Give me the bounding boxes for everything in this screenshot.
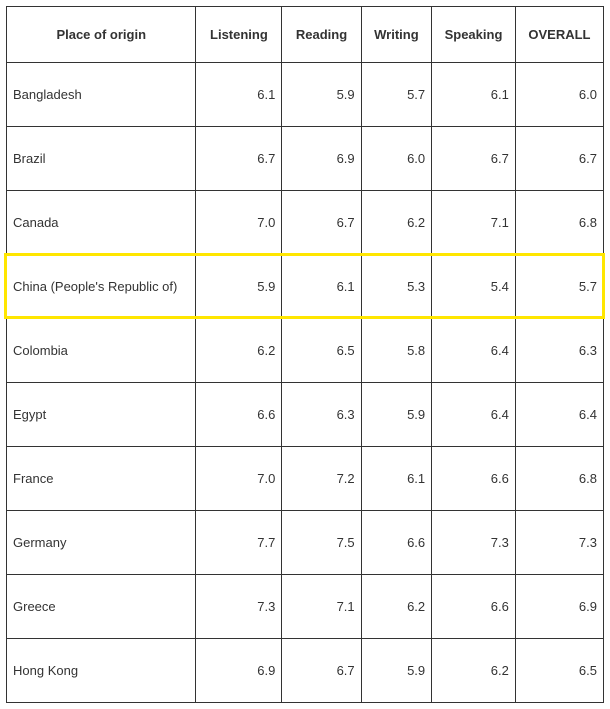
cell-place: Egypt [7,383,196,447]
cell-reading: 7.1 [282,575,361,639]
cell-place: Hong Kong [7,639,196,703]
table-row: Greece7.37.16.26.66.9 [7,575,604,639]
cell-overall: 6.7 [515,127,603,191]
cell-place: Bangladesh [7,63,196,127]
cell-place: Colombia [7,319,196,383]
cell-overall: 6.3 [515,319,603,383]
col-header-listening: Listening [196,7,282,63]
table-body: Bangladesh6.15.95.76.16.0Brazil6.76.96.0… [7,63,604,703]
cell-speaking: 6.4 [432,383,516,447]
cell-writing: 6.2 [361,575,431,639]
col-header-reading: Reading [282,7,361,63]
cell-speaking: 6.1 [432,63,516,127]
cell-overall: 7.3 [515,511,603,575]
cell-speaking: 5.4 [432,255,516,319]
cell-overall: 6.5 [515,639,603,703]
cell-speaking: 6.7 [432,127,516,191]
cell-writing: 6.6 [361,511,431,575]
cell-listening: 6.1 [196,63,282,127]
cell-place: Canada [7,191,196,255]
cell-overall: 6.8 [515,191,603,255]
cell-overall: 5.7 [515,255,603,319]
table-row: Brazil6.76.96.06.76.7 [7,127,604,191]
cell-overall: 6.0 [515,63,603,127]
cell-reading: 6.1 [282,255,361,319]
cell-listening: 5.9 [196,255,282,319]
table-row: Germany7.77.56.67.37.3 [7,511,604,575]
cell-speaking: 7.3 [432,511,516,575]
table-row: China (People's Republic of)5.96.15.35.4… [7,255,604,319]
cell-reading: 7.2 [282,447,361,511]
scores-table-wrap: Place of originListeningReadingWritingSp… [6,6,604,703]
col-header-overall: OVERALL [515,7,603,63]
cell-listening: 7.7 [196,511,282,575]
cell-place: Greece [7,575,196,639]
cell-reading: 6.9 [282,127,361,191]
cell-writing: 5.7 [361,63,431,127]
cell-place: Germany [7,511,196,575]
cell-speaking: 6.6 [432,575,516,639]
cell-speaking: 6.6 [432,447,516,511]
cell-reading: 6.7 [282,639,361,703]
cell-writing: 5.9 [361,639,431,703]
table-row: Hong Kong6.96.75.96.26.5 [7,639,604,703]
cell-writing: 6.0 [361,127,431,191]
cell-overall: 6.9 [515,575,603,639]
cell-writing: 5.8 [361,319,431,383]
cell-writing: 6.1 [361,447,431,511]
cell-listening: 6.6 [196,383,282,447]
cell-writing: 6.2 [361,191,431,255]
cell-listening: 6.2 [196,319,282,383]
cell-listening: 7.3 [196,575,282,639]
cell-reading: 5.9 [282,63,361,127]
cell-listening: 7.0 [196,191,282,255]
cell-writing: 5.9 [361,383,431,447]
col-header-writing: Writing [361,7,431,63]
cell-writing: 5.3 [361,255,431,319]
col-header-place: Place of origin [7,7,196,63]
cell-speaking: 6.4 [432,319,516,383]
table-row: France7.07.26.16.66.8 [7,447,604,511]
cell-overall: 6.4 [515,383,603,447]
cell-speaking: 6.2 [432,639,516,703]
table-row: Egypt6.66.35.96.46.4 [7,383,604,447]
scores-table: Place of originListeningReadingWritingSp… [6,6,604,703]
cell-listening: 7.0 [196,447,282,511]
cell-overall: 6.8 [515,447,603,511]
table-row: Colombia6.26.55.86.46.3 [7,319,604,383]
cell-place: China (People's Republic of) [7,255,196,319]
cell-reading: 6.5 [282,319,361,383]
table-row: Canada7.06.76.27.16.8 [7,191,604,255]
cell-reading: 6.7 [282,191,361,255]
cell-reading: 7.5 [282,511,361,575]
cell-listening: 6.9 [196,639,282,703]
cell-place: France [7,447,196,511]
cell-place: Brazil [7,127,196,191]
cell-reading: 6.3 [282,383,361,447]
cell-speaking: 7.1 [432,191,516,255]
table-row: Bangladesh6.15.95.76.16.0 [7,63,604,127]
table-header-row: Place of originListeningReadingWritingSp… [7,7,604,63]
col-header-speaking: Speaking [432,7,516,63]
cell-listening: 6.7 [196,127,282,191]
